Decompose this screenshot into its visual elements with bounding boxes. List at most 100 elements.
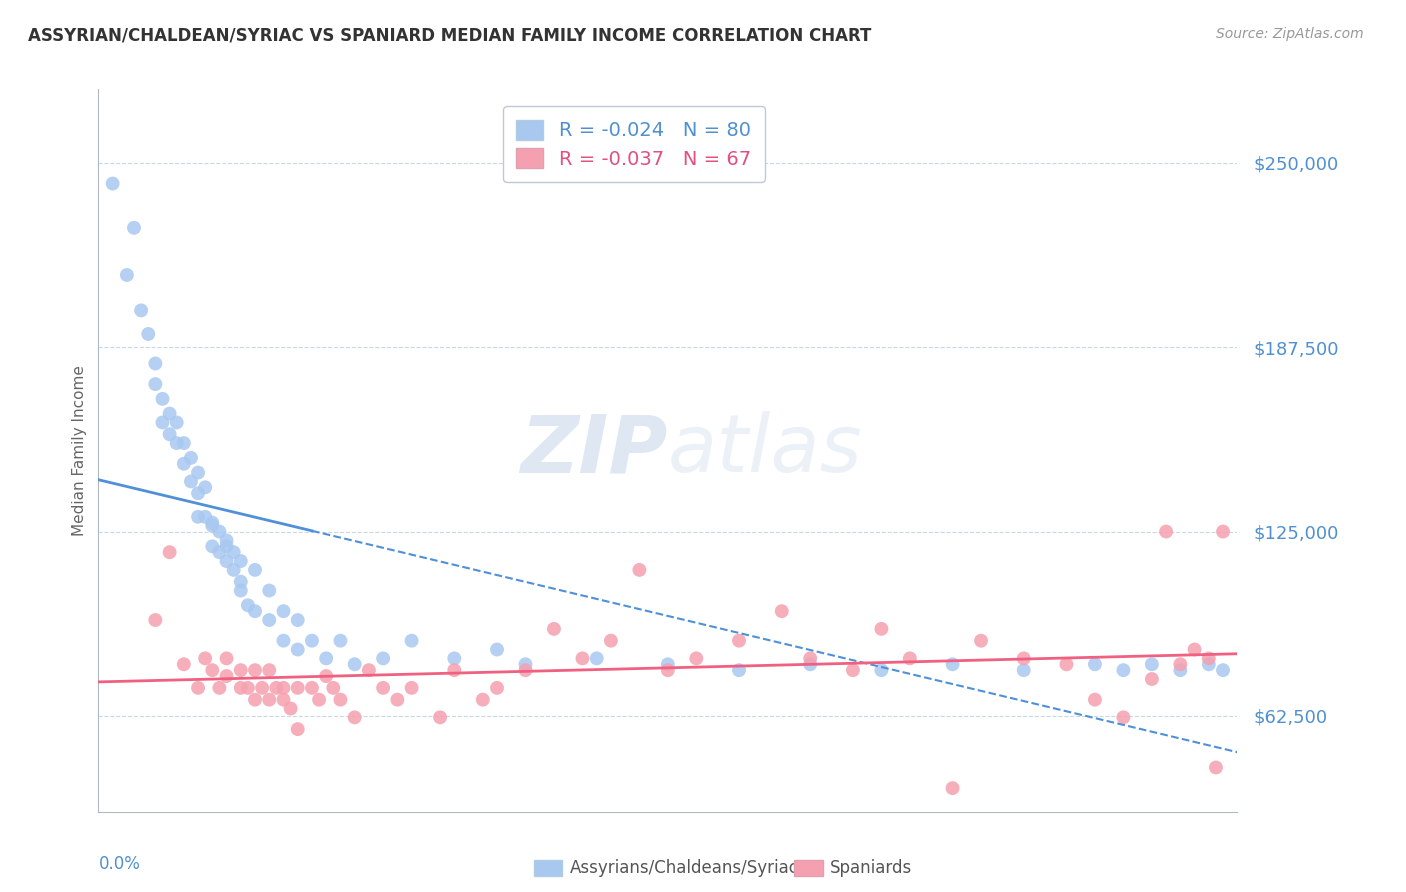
Point xyxy=(1084,692,1107,706)
Point xyxy=(259,663,281,677)
Point xyxy=(173,436,195,450)
Point xyxy=(173,457,195,471)
Point xyxy=(145,377,167,392)
Point xyxy=(159,545,181,559)
Point xyxy=(215,539,238,553)
Point xyxy=(301,633,323,648)
Point xyxy=(571,651,593,665)
Point xyxy=(1198,651,1220,665)
Text: atlas: atlas xyxy=(668,411,863,490)
Point xyxy=(122,220,145,235)
Point xyxy=(159,407,181,421)
Point xyxy=(870,622,893,636)
Point xyxy=(208,681,231,695)
Point xyxy=(136,326,159,341)
Point xyxy=(243,563,266,577)
Point xyxy=(373,651,395,665)
Point xyxy=(222,545,245,559)
Point xyxy=(229,663,252,677)
Point xyxy=(1012,651,1035,665)
Point xyxy=(129,303,152,318)
Point xyxy=(1212,663,1234,677)
Point xyxy=(799,657,821,672)
Text: ZIP: ZIP xyxy=(520,411,668,490)
Point xyxy=(201,516,224,530)
Point xyxy=(1084,657,1107,672)
Point xyxy=(243,663,266,677)
Point xyxy=(287,722,309,736)
Point xyxy=(770,604,793,618)
Point xyxy=(657,663,679,677)
Point xyxy=(401,681,423,695)
Point xyxy=(1012,663,1035,677)
Point xyxy=(222,563,245,577)
Point xyxy=(215,533,238,548)
Point xyxy=(329,633,352,648)
Point xyxy=(322,681,344,695)
Text: 0.0%: 0.0% xyxy=(98,855,141,873)
Point xyxy=(1170,657,1192,672)
Point xyxy=(1140,657,1163,672)
Point xyxy=(259,583,281,598)
Point xyxy=(942,657,965,672)
Point xyxy=(215,669,238,683)
Point xyxy=(273,633,295,648)
Point xyxy=(429,710,451,724)
Point xyxy=(728,663,751,677)
Point xyxy=(229,554,252,568)
Point xyxy=(180,475,202,489)
Point xyxy=(628,563,651,577)
Point xyxy=(287,613,309,627)
Point xyxy=(486,681,509,695)
Point xyxy=(401,633,423,648)
Text: Assyrians/Chaldeans/Syriacs: Assyrians/Chaldeans/Syriacs xyxy=(569,859,807,877)
Point xyxy=(208,524,231,539)
Point xyxy=(329,692,352,706)
Point xyxy=(1198,657,1220,672)
Point xyxy=(1112,710,1135,724)
Point xyxy=(243,604,266,618)
Point xyxy=(1154,524,1177,539)
Point xyxy=(201,539,224,553)
Point xyxy=(799,651,821,665)
Point xyxy=(250,681,273,695)
Point xyxy=(201,663,224,677)
Point xyxy=(357,663,380,677)
Point xyxy=(842,663,865,677)
Point xyxy=(728,633,751,648)
Point xyxy=(471,692,494,706)
Point xyxy=(301,681,323,695)
Point xyxy=(373,681,395,695)
Point xyxy=(194,509,217,524)
Point xyxy=(187,486,209,500)
Point xyxy=(657,657,679,672)
Point xyxy=(201,518,224,533)
Point xyxy=(152,416,174,430)
Point xyxy=(315,669,337,683)
Point xyxy=(942,781,965,796)
Point xyxy=(273,604,295,618)
Point xyxy=(273,692,295,706)
Point xyxy=(259,692,281,706)
Point xyxy=(145,613,167,627)
Text: Source: ZipAtlas.com: Source: ZipAtlas.com xyxy=(1216,27,1364,41)
Point xyxy=(215,554,238,568)
Point xyxy=(443,651,465,665)
Point xyxy=(387,692,409,706)
Point xyxy=(685,651,707,665)
Point xyxy=(236,599,259,613)
Point xyxy=(543,622,565,636)
Point xyxy=(266,681,288,695)
Point xyxy=(194,651,217,665)
Point xyxy=(229,681,252,695)
Point xyxy=(173,657,195,672)
Point xyxy=(101,177,124,191)
Point xyxy=(273,681,295,695)
Point xyxy=(898,651,921,665)
Point xyxy=(194,480,217,494)
Point xyxy=(1184,642,1206,657)
Point xyxy=(343,657,366,672)
Point xyxy=(1170,663,1192,677)
Point xyxy=(259,613,281,627)
Point xyxy=(229,583,252,598)
